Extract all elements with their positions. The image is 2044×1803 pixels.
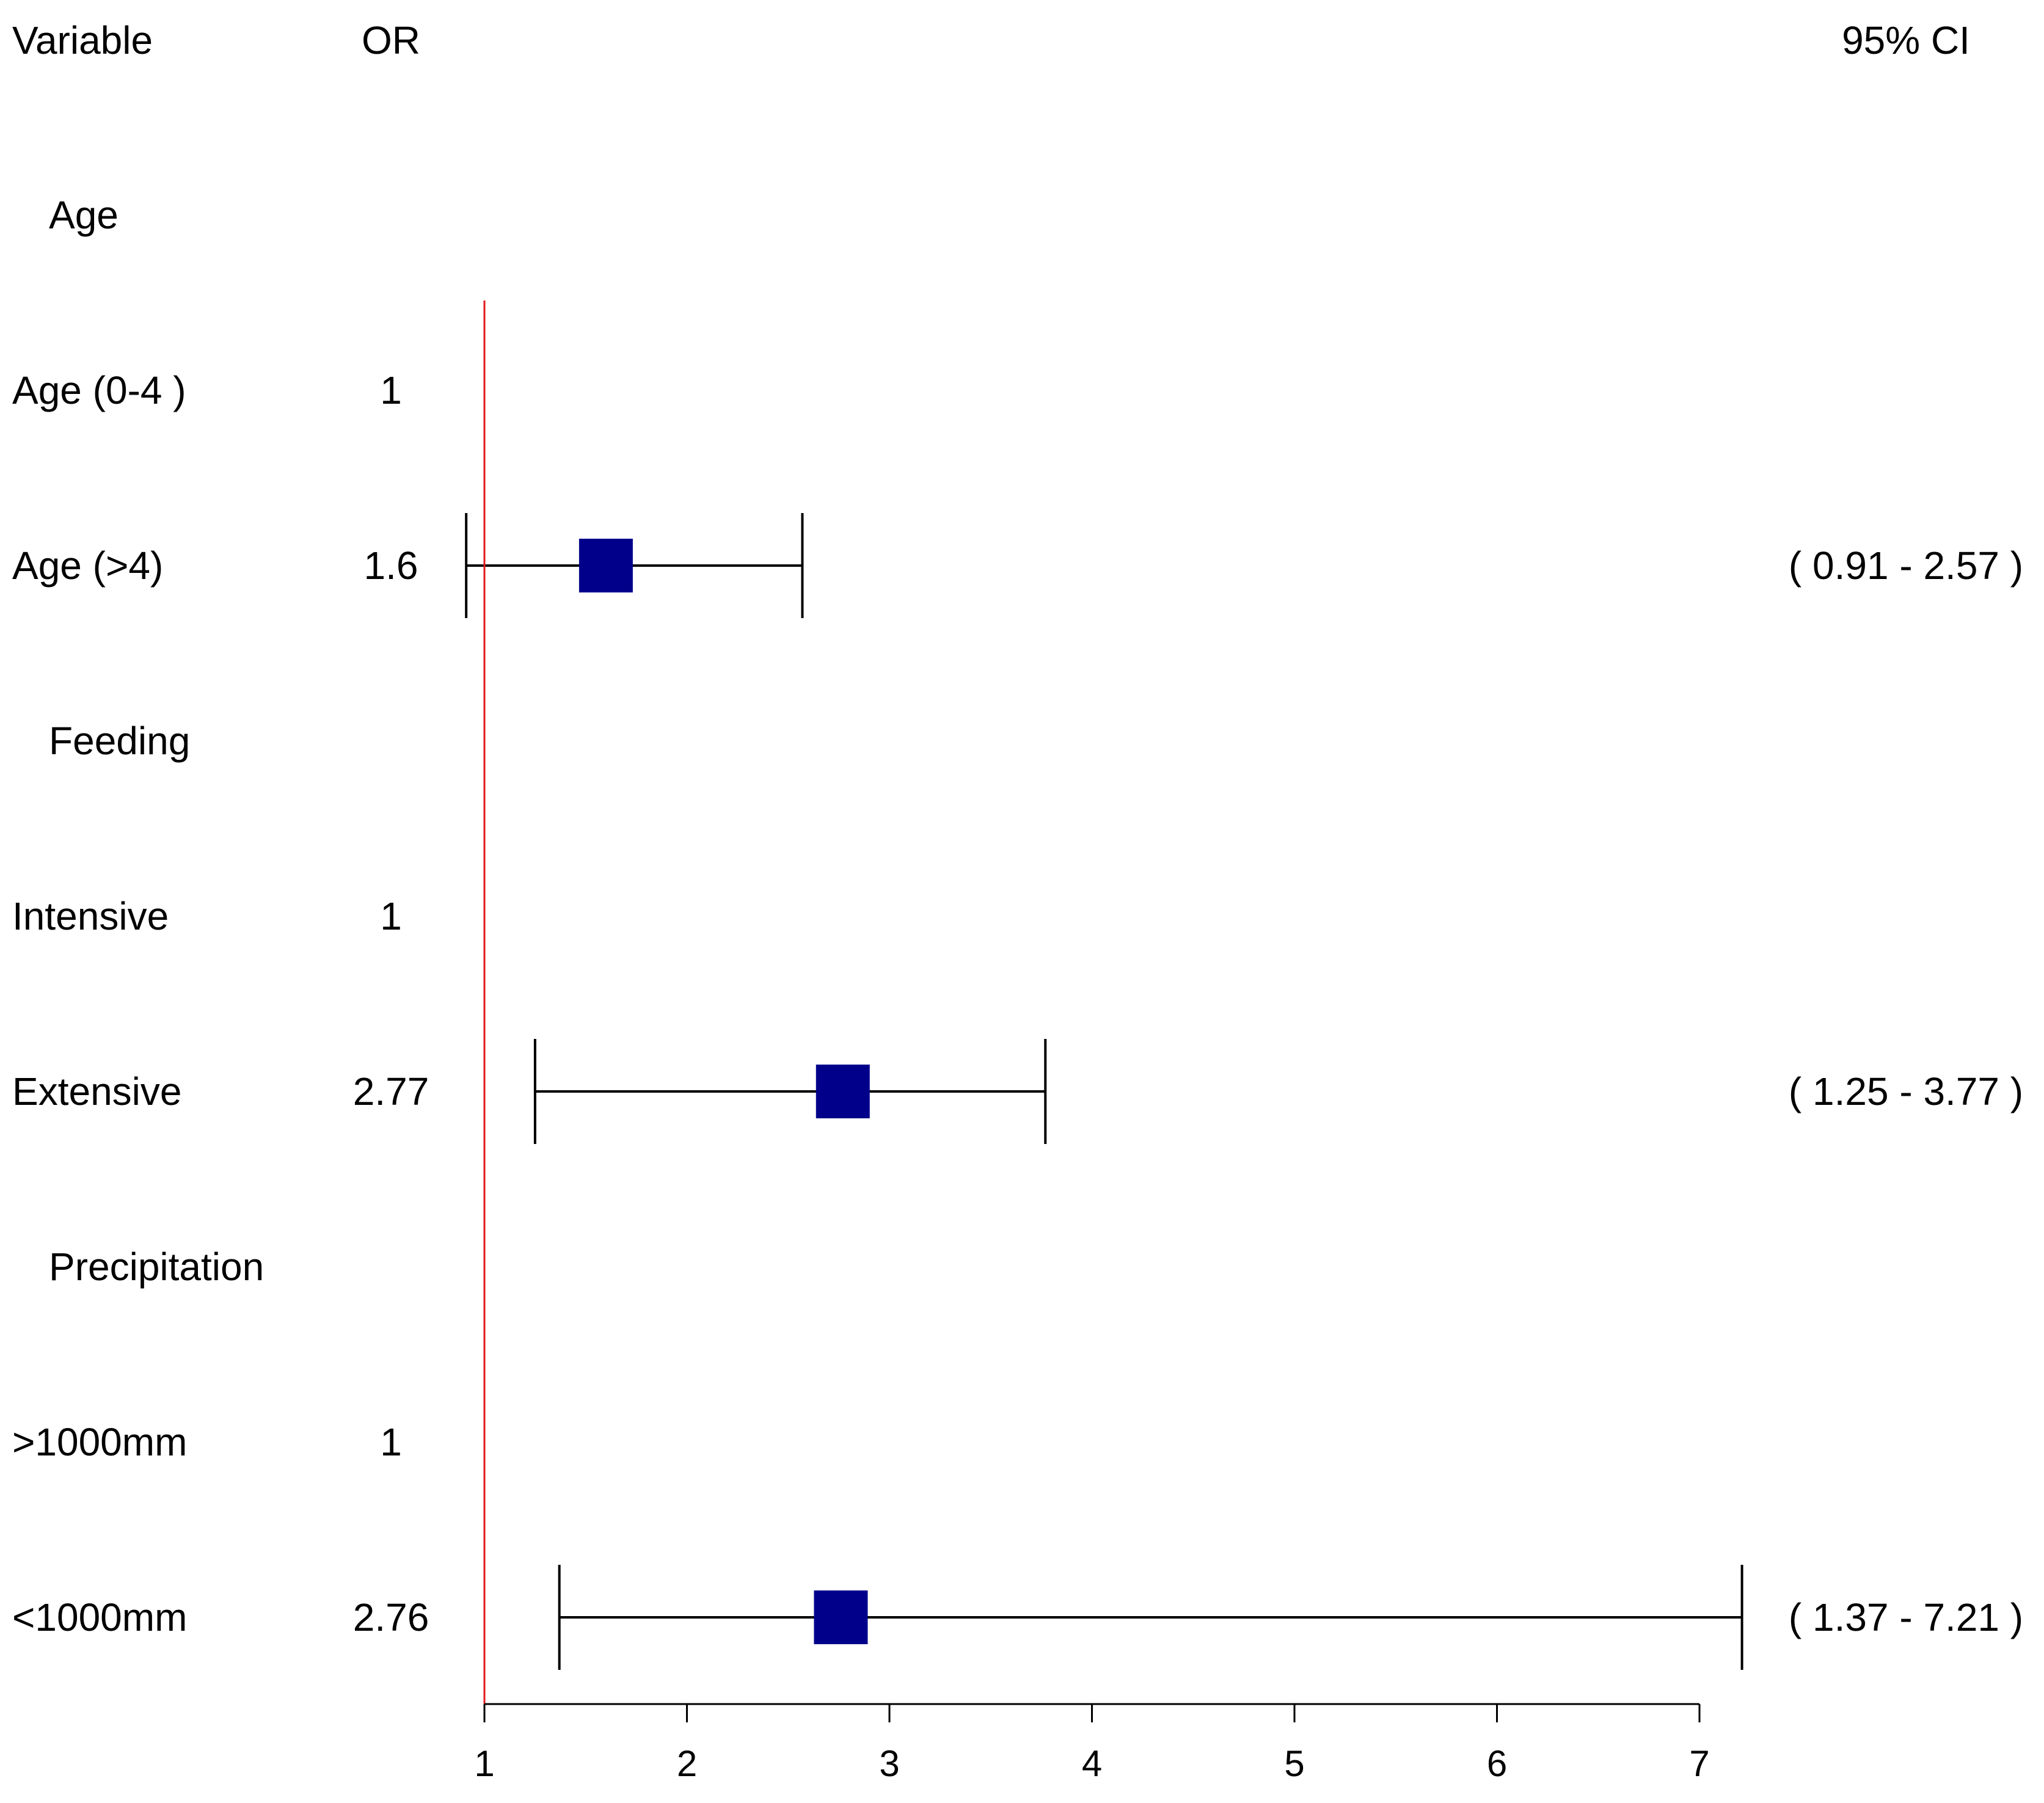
x-tick-label: 3 <box>879 1743 899 1784</box>
header-or: OR <box>362 18 420 62</box>
or-marker <box>816 1065 870 1118</box>
group-label: Feeding <box>49 719 190 763</box>
row-label: Age (>4) <box>12 544 163 588</box>
row-label: Extensive <box>12 1069 181 1113</box>
x-tick-label: 1 <box>474 1743 494 1784</box>
x-tick-label: 7 <box>1689 1743 1709 1784</box>
or-value: 2.77 <box>353 1069 429 1113</box>
ci-value: ( 1.37 - 7.21 ) <box>1789 1595 2023 1639</box>
ci-value: ( 0.91 - 2.57 ) <box>1789 544 2023 588</box>
or-marker <box>814 1590 868 1644</box>
group-label: Age <box>49 193 119 237</box>
row-label: <1000mm <box>12 1595 187 1639</box>
or-value: 1 <box>380 1420 402 1464</box>
x-axis: 1 2 3 4 5 6 7 <box>474 1703 1710 1784</box>
ci-value: ( 1.25 - 3.77 ) <box>1789 1069 2023 1113</box>
x-tick-label: 2 <box>677 1743 697 1784</box>
row-label: Age (0-4 ) <box>12 368 186 412</box>
or-value: 1.6 <box>364 544 418 588</box>
or-marker <box>579 539 633 592</box>
or-value: 2.76 <box>353 1595 429 1639</box>
or-value: 1 <box>380 894 402 938</box>
row-label: Intensive <box>12 894 169 938</box>
header-ci: 95% CI <box>1842 18 1970 62</box>
x-tick-label: 5 <box>1284 1743 1304 1784</box>
row-label: >1000mm <box>12 1420 187 1464</box>
x-tick-label: 6 <box>1487 1743 1507 1784</box>
group-label: Precipitation <box>49 1245 264 1289</box>
header-variable: Variable <box>12 18 153 62</box>
x-tick-label: 4 <box>1082 1743 1102 1784</box>
or-value: 1 <box>380 368 402 412</box>
rows-layer: Age Age (0-4 ) 1 Age (>4) 1.6 ( 0.91 - 2.57 )… <box>12 193 2023 1670</box>
